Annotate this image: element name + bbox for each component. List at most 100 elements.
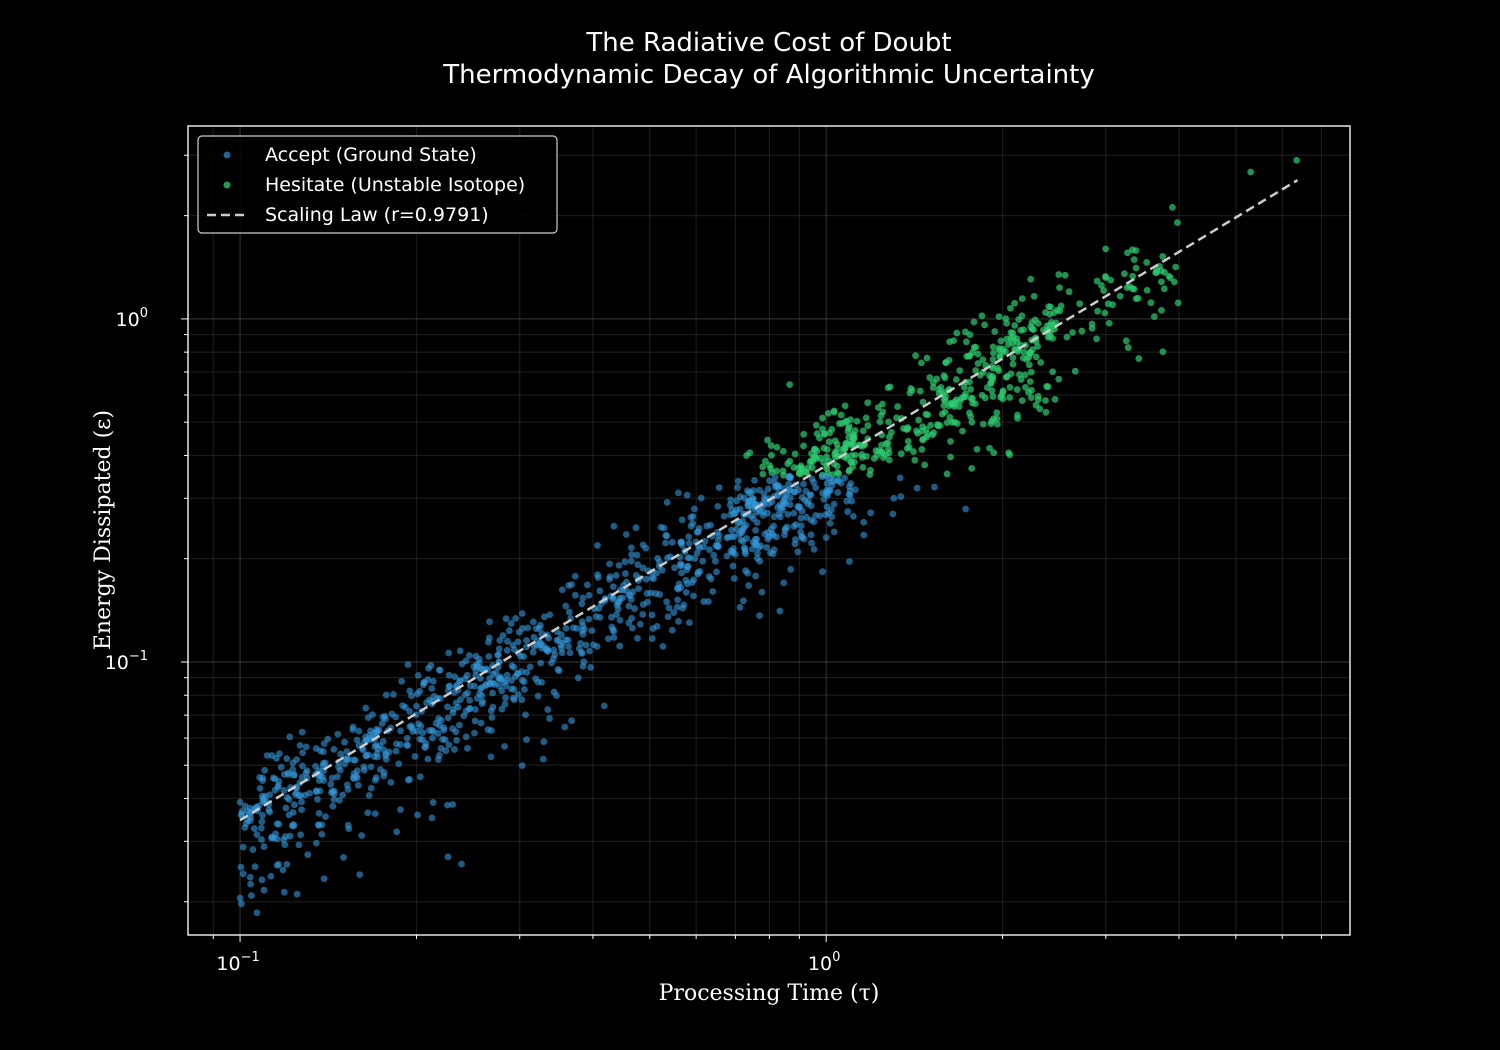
accept-point	[411, 752, 419, 760]
hesitate-point	[904, 437, 912, 445]
accept-point	[625, 602, 633, 610]
hesitate-point	[934, 421, 941, 428]
accept-point	[403, 734, 411, 742]
accept-point	[267, 872, 275, 880]
accept-point	[786, 501, 794, 509]
accept-point	[812, 484, 820, 492]
accept-point	[236, 798, 244, 806]
hesitate-point	[1046, 333, 1054, 340]
hesitate-point	[909, 448, 917, 455]
accept-point	[585, 615, 593, 623]
accept-point	[675, 617, 682, 625]
hesitate-point	[967, 385, 975, 393]
hesitate-point	[876, 418, 884, 426]
accept-point	[398, 677, 406, 685]
accept-point	[684, 554, 692, 562]
accept-point	[282, 804, 290, 812]
accept-point	[299, 762, 306, 770]
accept-point	[579, 630, 587, 638]
accept-point	[312, 745, 320, 752]
accept-point	[487, 753, 495, 761]
accept-point	[541, 613, 548, 621]
accept-point	[286, 733, 294, 741]
hesitate-point	[986, 372, 993, 380]
accept-point	[382, 715, 389, 723]
hesitate-point	[826, 429, 834, 437]
hesitate-point	[962, 328, 969, 336]
hesitate-point	[960, 383, 968, 391]
hesitate-point	[1042, 408, 1050, 416]
accept-point	[371, 810, 379, 818]
hesitate-point	[1076, 300, 1084, 308]
accept-point	[435, 751, 443, 759]
hesitate-point	[859, 427, 867, 435]
accept-point	[397, 806, 404, 813]
hesitate-point	[886, 433, 893, 441]
accept-point	[623, 587, 631, 595]
hesitate-point	[1157, 278, 1165, 286]
accept-point	[293, 756, 301, 764]
hesitate-point	[884, 439, 892, 447]
accept-point	[780, 579, 788, 587]
hesitate-point	[877, 412, 885, 419]
hesitate-point	[1034, 320, 1042, 327]
accept-point	[395, 760, 403, 768]
accept-point	[689, 519, 697, 527]
accept-point	[330, 745, 338, 753]
hesitate-point	[989, 343, 997, 351]
accept-point	[256, 774, 264, 781]
accept-point	[429, 677, 437, 685]
hesitate-point	[864, 422, 872, 430]
accept-point	[550, 646, 558, 654]
hesitate-point	[979, 356, 987, 364]
accept-point	[565, 608, 573, 616]
hesitate-point	[947, 453, 954, 461]
hesitate-point	[1093, 335, 1100, 343]
accept-point	[783, 523, 791, 531]
accept-point	[685, 533, 693, 541]
accept-point	[752, 572, 760, 580]
hesitate-point	[995, 367, 1002, 375]
accept-point	[501, 700, 509, 708]
hesitate-point	[1025, 350, 1033, 358]
hesitate-point	[972, 367, 980, 374]
hesitate-point	[1121, 270, 1128, 278]
accept-point	[690, 505, 698, 513]
accept-point	[471, 705, 479, 713]
accept-point	[495, 645, 503, 653]
accept-point	[523, 636, 530, 644]
hesitate-point	[1104, 300, 1112, 308]
accept-point	[705, 573, 713, 580]
accept-point	[412, 711, 420, 719]
accept-point	[275, 777, 283, 785]
accept-point	[807, 531, 815, 539]
accept-point	[302, 743, 310, 751]
hesitate-point	[923, 354, 931, 362]
accept-point	[518, 610, 526, 617]
hesitate-point	[924, 411, 932, 419]
accept-point	[816, 512, 824, 520]
accept-point	[962, 505, 970, 513]
accept-point	[691, 555, 699, 562]
hesitate-point	[989, 356, 997, 363]
accept-point	[462, 733, 470, 741]
accept-point	[545, 634, 553, 642]
accept-point	[330, 796, 338, 803]
accept-point	[444, 703, 451, 711]
hesitate-point	[1293, 156, 1301, 164]
hesitate-point	[1071, 367, 1079, 375]
hesitate-point	[1028, 319, 1036, 327]
x-tick-exponent: 0	[832, 950, 840, 965]
hesitate-point	[800, 442, 807, 450]
accept-point	[828, 513, 836, 521]
accept-point	[867, 509, 875, 517]
accept-point	[578, 600, 586, 608]
accept-point	[586, 647, 593, 655]
accept-point	[627, 544, 635, 552]
accept-point	[515, 628, 523, 636]
accept-point	[324, 735, 332, 743]
accept-point	[514, 669, 522, 677]
accept-point	[689, 512, 697, 520]
hesitate-point	[1063, 333, 1071, 341]
hesitate-point	[1161, 268, 1168, 276]
